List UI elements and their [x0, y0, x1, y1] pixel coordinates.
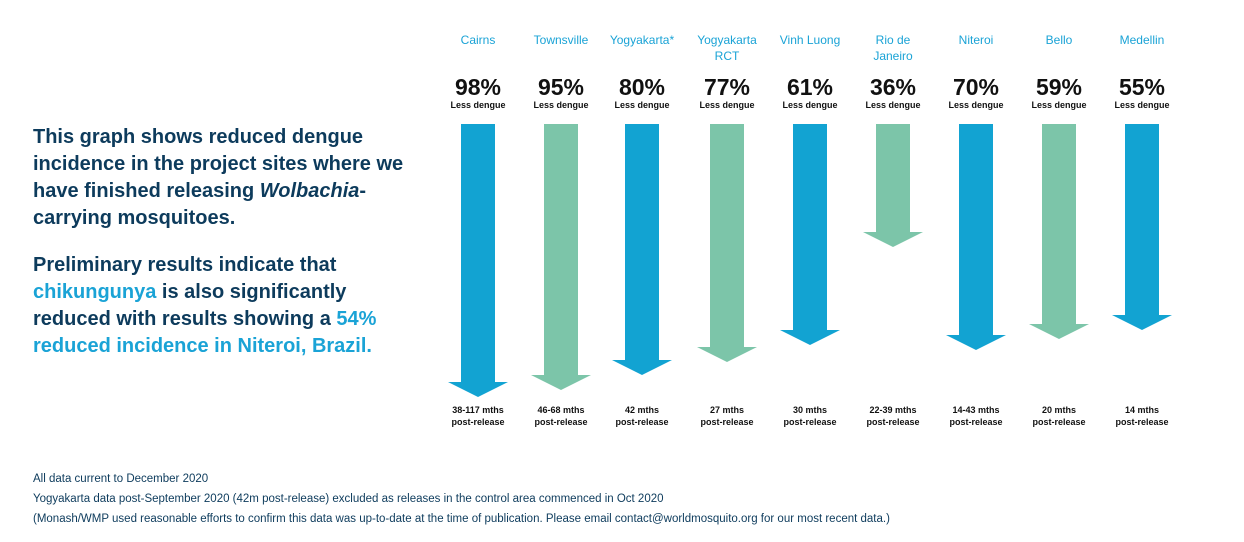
period-suffix: post-release — [866, 417, 920, 427]
intro-paragraph-1: This graph shows reduced dengue incidenc… — [33, 124, 413, 232]
value-label: 61% — [786, 74, 834, 100]
niteroi-result-highlight: 54% reduced incidence in Niteroi, Brazil… — [33, 308, 377, 357]
period-months: 30 mths — [792, 405, 827, 415]
footnote: All data current to December 2020 — [33, 473, 209, 485]
text: Preliminary results indicate that — [33, 254, 337, 276]
period-months: 20 mths — [1041, 405, 1076, 415]
text: -carrying mosquitoes. — [33, 180, 367, 229]
column-5: Rio de Janeiro 36% Less dengue — [848, 32, 938, 110]
period-label: 38-117 mths post-release — [433, 404, 523, 428]
period-months: 38-117 mths — [452, 405, 504, 415]
column-4: Vinh Luong 61% Less dengue — [765, 32, 855, 110]
text: This graph shows reduced dengue incidenc… — [33, 126, 404, 202]
period-suffix: post-release — [700, 417, 754, 427]
less-dengue-label: Less dengue — [533, 100, 589, 110]
site-name-line: Medellin — [1119, 33, 1165, 47]
arrow-bar-3 — [697, 124, 757, 362]
site-name-line: RCT — [714, 49, 740, 63]
period-label: 14-43 mths post-release — [931, 404, 1021, 428]
footnote: (Monash/WMP used reasonable efforts to c… — [33, 513, 890, 525]
column-1: Townsville 95% Less dengue — [516, 32, 606, 110]
value-label: 77% — [703, 74, 751, 100]
period-suffix: post-release — [451, 417, 505, 427]
arrow-bar-7 — [1029, 124, 1089, 339]
less-dengue-label: Less dengue — [699, 100, 755, 110]
period-suffix: post-release — [949, 417, 1003, 427]
site-name-line: Yogyakarta — [697, 33, 757, 47]
period-months: 14 mths — [1124, 405, 1159, 415]
period-suffix: post-release — [1032, 417, 1086, 427]
period-label: 22-39 mths post-release — [848, 404, 938, 428]
intro-text: This graph shows reduced dengue incidenc… — [33, 124, 413, 380]
period-suffix: post-release — [534, 417, 588, 427]
arrow-bar-2 — [612, 124, 672, 375]
site-name: Rio de Janeiro — [848, 32, 938, 72]
value-label: 36% — [869, 74, 917, 100]
period-suffix: post-release — [783, 417, 837, 427]
period-months: 14-43 mths — [952, 405, 1000, 415]
site-name: Medellin — [1097, 32, 1187, 72]
less-dengue-label: Less dengue — [948, 100, 1004, 110]
column-6: Niteroi 70% Less dengue — [931, 32, 1021, 110]
less-dengue-label: Less dengue — [1114, 100, 1170, 110]
period-label: 46-68 mths post-release — [516, 404, 606, 428]
site-name: Yogyakarta RCT — [682, 32, 772, 72]
site-name-line: Niteroi — [958, 33, 994, 47]
site-name-line: Bello — [1045, 33, 1073, 47]
site-name-line: Vinh Luong — [779, 33, 841, 47]
period-label: 42 mths post-release — [597, 404, 687, 428]
site-name: Bello — [1014, 32, 1104, 72]
period-suffix: post-release — [615, 417, 669, 427]
arrow-bar-6 — [946, 124, 1006, 350]
site-name: Vinh Luong — [765, 32, 855, 72]
arrow-bar-8 — [1112, 124, 1172, 330]
value-label: 55% — [1118, 74, 1166, 100]
site-name: Niteroi — [931, 32, 1021, 72]
period-label: 27 mths post-release — [682, 404, 772, 428]
column-3: Yogyakarta RCT 77% Less dengue — [682, 32, 772, 110]
site-name-line: Townsville — [533, 33, 589, 47]
column-0: Cairns 98% Less dengue — [433, 32, 523, 110]
text: is also significantly reduced with resul… — [33, 281, 347, 330]
value-label: 59% — [1035, 74, 1083, 100]
less-dengue-label: Less dengue — [782, 100, 838, 110]
intro-paragraph-2: Preliminary results indicate that chikun… — [33, 252, 413, 360]
site-name-line: Janeiro — [873, 49, 913, 63]
period-label: 14 mths post-release — [1097, 404, 1187, 428]
column-7: Bello 59% Less dengue — [1014, 32, 1104, 110]
footnote: Yogyakarta data post-September 2020 (42m… — [33, 493, 664, 505]
value-label: 70% — [952, 74, 1000, 100]
value-label: 80% — [618, 74, 666, 100]
column-2: Yogyakarta* 80% Less dengue — [597, 32, 687, 110]
less-dengue-label: Less dengue — [1031, 100, 1087, 110]
column-8: Medellin 55% Less dengue — [1097, 32, 1187, 110]
period-months: 27 mths — [709, 405, 744, 415]
period-label: 20 mths post-release — [1014, 404, 1104, 428]
wolbachia-italic: Wolbachia — [259, 180, 360, 202]
period-months: 46-68 mths — [537, 405, 585, 415]
value-label: 98% — [454, 74, 502, 100]
arrow-bar-4 — [780, 124, 840, 345]
less-dengue-label: Less dengue — [865, 100, 921, 110]
value-label: 95% — [537, 74, 585, 100]
less-dengue-label: Less dengue — [450, 100, 506, 110]
arrow-bar-5 — [863, 124, 923, 247]
period-suffix: post-release — [1115, 417, 1169, 427]
period-months: 42 mths — [624, 405, 659, 415]
site-name: Yogyakarta* — [597, 32, 687, 72]
arrow-bar-1 — [531, 124, 591, 390]
arrow-bar-0 — [448, 124, 508, 397]
site-name-line: Cairns — [460, 33, 496, 47]
footnotes: All data current to December 2020 Yogyak… — [33, 469, 890, 529]
site-name: Townsville — [516, 32, 606, 72]
site-name-line: Yogyakarta* — [609, 33, 675, 47]
period-months: 22-39 mths — [869, 405, 917, 415]
site-name-line: Rio de — [875, 33, 911, 47]
site-name: Cairns — [433, 32, 523, 72]
period-label: 30 mths post-release — [765, 404, 855, 428]
less-dengue-label: Less dengue — [614, 100, 670, 110]
chikungunya-highlight: chikungunya — [33, 281, 157, 303]
